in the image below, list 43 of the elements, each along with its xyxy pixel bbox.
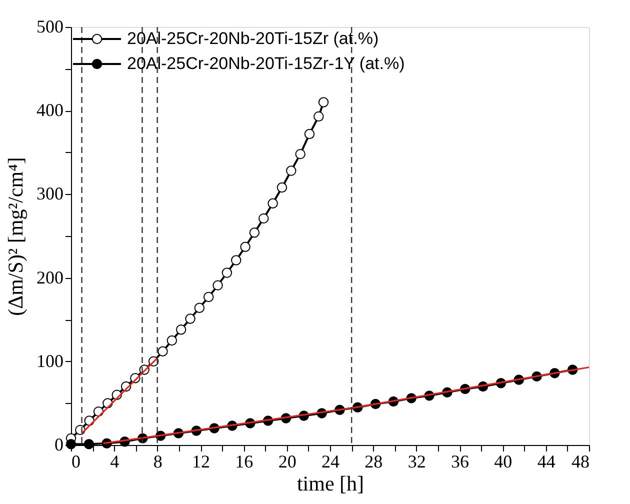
point [231, 255, 242, 266]
point [166, 335, 178, 346]
point [304, 128, 315, 140]
x-tick-label: 20 [278, 452, 296, 472]
point [84, 439, 94, 450]
point [314, 111, 324, 122]
y-tick-label: 100 [36, 350, 64, 371]
y-axis-title: (Δm/S)² [mg²/cm⁴] [4, 157, 28, 316]
point [249, 228, 260, 238]
x-tick-label: 40 [494, 452, 512, 472]
x-tick-label: 48 [572, 452, 590, 472]
legend-label: 20Al-25Cr-20Nb-20Ti-15Zr (at.%) [127, 29, 379, 48]
x-tick-label: 36 [451, 452, 469, 472]
point [158, 346, 168, 356]
point [176, 324, 186, 335]
x-tick-label: 24 [322, 452, 340, 472]
y-tick-label: 400 [36, 100, 64, 120]
x-tick-label: 8 [153, 452, 162, 472]
point [240, 242, 250, 252]
x-tick-label: 4 [110, 452, 120, 472]
x-tick-label: 32 [408, 452, 426, 472]
point [185, 314, 196, 324]
point [203, 292, 214, 302]
point [318, 97, 329, 108]
point [194, 302, 205, 313]
point [295, 148, 306, 160]
point [268, 198, 278, 208]
x-tick-label: 44 [537, 452, 556, 472]
point [286, 166, 296, 176]
x-tick-label: 28 [364, 452, 383, 472]
x-tick-label: 12 [192, 452, 210, 472]
y-tick-label: 200 [36, 267, 64, 288]
legend-label: 20Al-25Cr-20Nb-20Ti-15Zr-1Y (at.%) [127, 54, 405, 73]
x-tick-label: 16 [235, 452, 254, 472]
y-tick-label: 500 [36, 16, 64, 36]
y-tick-label: 0 [54, 434, 64, 454]
point [276, 182, 288, 193]
point [222, 268, 232, 278]
x-axis-title: time [h] [296, 472, 364, 496]
point [212, 280, 223, 290]
point [258, 213, 269, 224]
x-tick-label: 0 [72, 452, 80, 472]
y-tick-label: 300 [36, 184, 64, 204]
